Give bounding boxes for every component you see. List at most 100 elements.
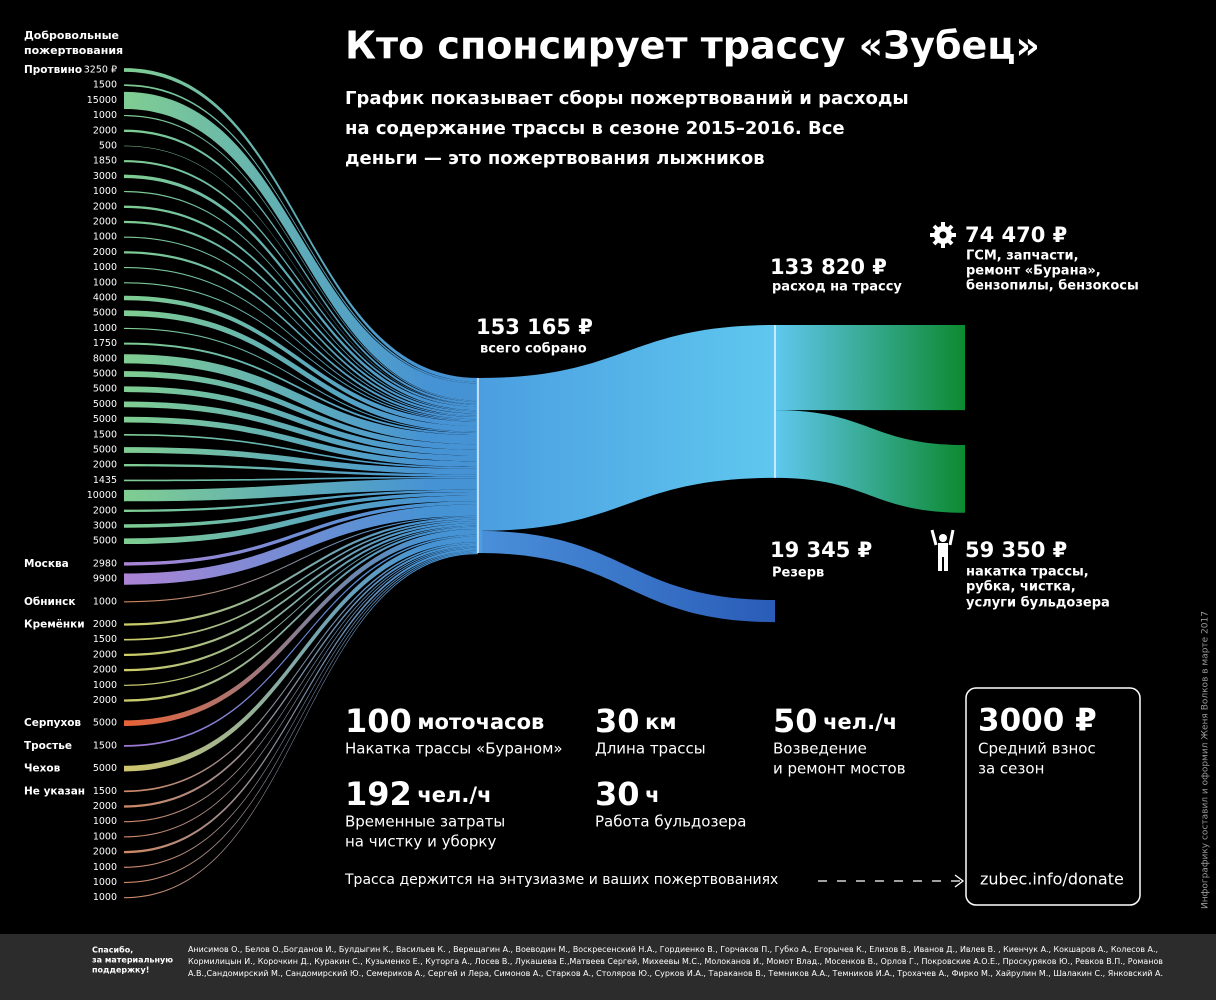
donation-label: 5000	[93, 536, 117, 547]
total-node	[476, 378, 482, 553]
gsm-caption: ГСМ, запчасти,	[966, 249, 1079, 264]
donation-label: 1750	[93, 338, 117, 349]
cta-link[interactable]: zubec.info/donate	[980, 870, 1124, 889]
donation-label: 1500	[93, 429, 117, 440]
donation-flow	[124, 174, 478, 411]
donation-flow	[124, 191, 478, 412]
donation-label: 1000	[93, 816, 117, 827]
gsm-caption: ремонт «Бурана»,	[966, 264, 1101, 279]
reserve-label: 19 345 ₽	[770, 538, 872, 562]
expense-caption: расход на трассу	[772, 280, 902, 295]
donation-label: 2000	[93, 217, 117, 228]
donation-label: 2000	[93, 201, 117, 212]
donation-label: 1500	[93, 80, 117, 91]
grooming-caption: накатка трассы,	[966, 565, 1089, 580]
donation-flow	[124, 523, 478, 672]
stat-caption: на чистку и уборку	[345, 833, 496, 851]
donation-flow	[124, 251, 478, 420]
donation-label: 1000	[93, 323, 117, 334]
donation-label: 1000	[93, 262, 117, 273]
group-name: Протвино	[24, 64, 82, 76]
donation-flow	[124, 327, 478, 433]
donation-flow	[124, 489, 478, 512]
donation-flow	[124, 354, 478, 445]
reserve-flow	[478, 530, 775, 623]
donation-label: 5000	[93, 414, 117, 425]
donation-label: 2980	[93, 558, 117, 569]
thanks: поддержку!	[92, 966, 149, 975]
expense-item-flow	[775, 410, 965, 513]
donation-label: 1000	[93, 277, 117, 288]
stat: 30 ч	[595, 775, 660, 813]
average-caption: за сезон	[978, 760, 1044, 778]
grooming-caption: услуги бульдозера	[966, 596, 1110, 611]
stat: 192 чел./ч	[345, 775, 491, 813]
donation-label: 1000	[93, 680, 117, 691]
worker-icon	[930, 529, 955, 571]
footer-bar	[0, 934, 1216, 1000]
donation-flow	[124, 551, 478, 884]
donation-label: 9900	[93, 574, 117, 585]
donation-label: 2000	[93, 619, 117, 630]
donation-label: 1000	[93, 877, 117, 888]
average-box	[965, 687, 1141, 906]
donation-label: 15000	[87, 95, 117, 106]
donation-flow	[124, 525, 478, 686]
donation-label: 1500	[93, 740, 117, 751]
donation-label: 5000	[93, 718, 117, 729]
donation-label: 1435	[93, 475, 117, 486]
donation-flow	[124, 546, 478, 823]
donation-label: 2000	[93, 695, 117, 706]
donation-flow	[124, 160, 478, 407]
donation-flow	[124, 386, 478, 456]
source-heading: пожертвования	[24, 44, 123, 57]
donation-flow	[124, 547, 478, 838]
donation-label: 2000	[93, 125, 117, 136]
subtitle: График показывает сборы пожертвований и …	[345, 88, 909, 109]
donation-flow	[124, 476, 478, 482]
donation-flow	[124, 501, 478, 566]
group-name: Чехов	[24, 763, 61, 775]
donation-label: 4000	[93, 293, 117, 304]
donation-flow	[124, 529, 478, 727]
donation-flow	[124, 342, 478, 435]
donation-flow	[124, 517, 478, 626]
cta-arrowhead	[954, 874, 965, 888]
stat: 50 чел./ч	[773, 702, 897, 740]
donation-label: 5000	[93, 445, 117, 456]
donation-label: 1000	[93, 232, 117, 243]
donation-flow	[124, 519, 478, 641]
expense-label: 133 820 ₽	[770, 255, 887, 279]
average-number: 3000 ₽	[978, 703, 1097, 739]
donation-flow	[124, 447, 478, 475]
group-name: Москва	[24, 558, 69, 570]
total-caption: всего собрано	[480, 342, 587, 357]
donation-flow	[124, 205, 478, 414]
donation-label: 2000	[93, 247, 117, 258]
donation-label: 1850	[93, 156, 117, 167]
average-caption: Средний взнос	[978, 740, 1096, 758]
donation-flow	[124, 236, 478, 417]
donation-flow	[124, 145, 478, 405]
donation-label: 5000	[93, 399, 117, 410]
donation-label: 8000	[93, 353, 117, 364]
donation-flow	[124, 91, 478, 401]
donation-flow	[124, 515, 478, 603]
donation-flow	[124, 542, 478, 793]
expense-item-flow	[775, 325, 965, 411]
donation-flow	[124, 129, 478, 404]
donation-flow	[124, 295, 478, 427]
stat-caption: Возведение	[773, 740, 867, 758]
donation-label: 1500	[93, 634, 117, 645]
credit: Инфографику составил и оформил Женя Волк…	[1201, 611, 1211, 909]
reserve-caption: Резерв	[772, 566, 824, 581]
group-name: Тростье	[24, 740, 72, 752]
donation-label: 5000	[93, 308, 117, 319]
donation-flow	[124, 371, 478, 450]
title: Кто спонсирует трассу «Зубец»	[345, 24, 1040, 68]
donation-flow	[124, 548, 478, 854]
donation-flow	[124, 478, 478, 502]
donation-flow	[124, 68, 478, 382]
donation-flow	[124, 401, 478, 462]
